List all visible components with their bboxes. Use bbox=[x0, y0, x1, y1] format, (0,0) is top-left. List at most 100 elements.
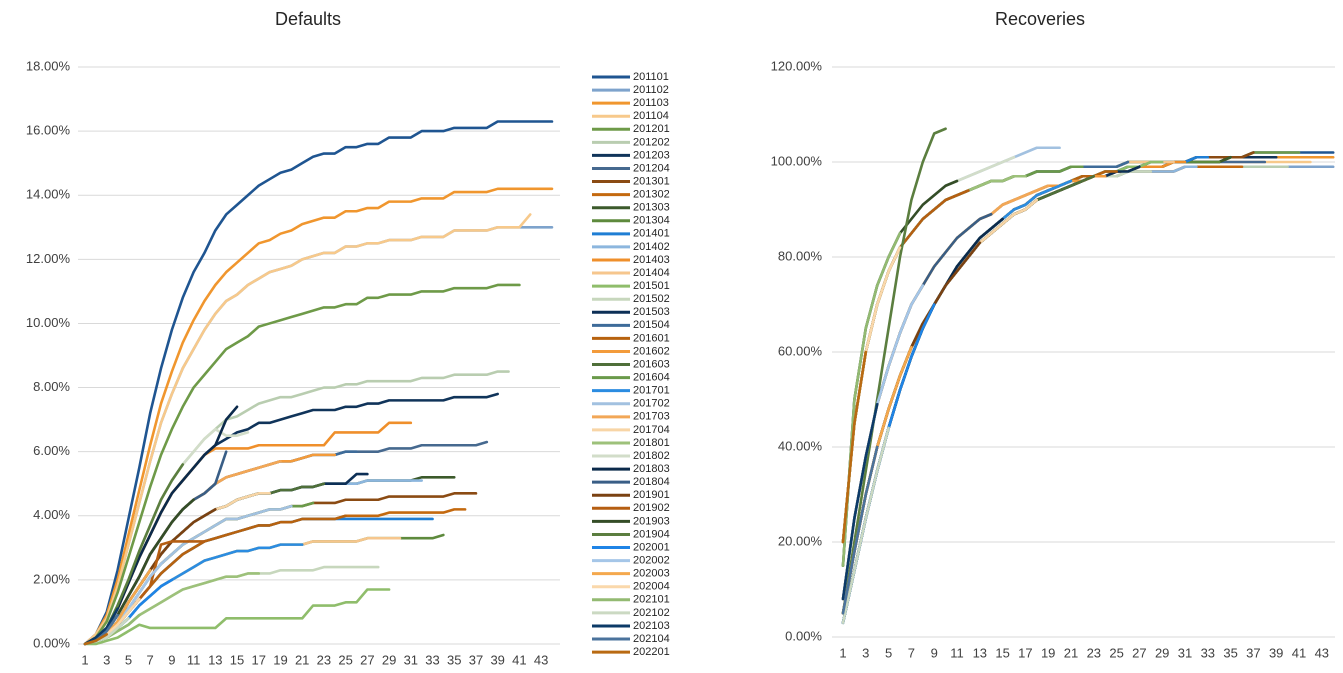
legend-label: 201601 bbox=[633, 332, 670, 344]
series-line bbox=[841, 217, 1004, 625]
legend-label: 201103 bbox=[633, 97, 669, 109]
legend-label: 201102 bbox=[633, 84, 669, 96]
legend-label: 201402 bbox=[633, 241, 670, 253]
y-tick-label: 20.00% bbox=[778, 533, 823, 548]
legend-label: 201903 bbox=[633, 515, 670, 527]
series-line bbox=[841, 231, 902, 568]
y-tick-label: 40.00% bbox=[778, 438, 823, 453]
x-tick-label: 9 bbox=[931, 645, 938, 660]
series-line bbox=[841, 151, 1301, 625]
x-tick-label: 17 bbox=[252, 652, 266, 667]
legend-label: 201904 bbox=[633, 528, 670, 540]
x-tick-label: 3 bbox=[103, 652, 110, 667]
series-line bbox=[83, 633, 109, 646]
series-line bbox=[841, 174, 1027, 544]
x-tick-label: 43 bbox=[1315, 645, 1329, 660]
legend-label: 201303 bbox=[633, 202, 670, 214]
legend-label: 202003 bbox=[633, 568, 670, 580]
legend-label: 201301 bbox=[633, 175, 670, 187]
y-tick-label: 8.00% bbox=[33, 379, 70, 394]
x-tick-label: 33 bbox=[1201, 645, 1215, 660]
legend-label: 201902 bbox=[633, 502, 670, 514]
series-line bbox=[841, 198, 1039, 615]
legend-label: 202001 bbox=[633, 541, 670, 553]
x-tick-label: 5 bbox=[125, 652, 132, 667]
x-tick-label: 17 bbox=[1018, 645, 1032, 660]
series-line bbox=[841, 402, 879, 601]
legend-label: 201804 bbox=[633, 476, 670, 488]
legend-label: 201802 bbox=[633, 450, 670, 462]
legend-label: 201503 bbox=[633, 306, 670, 318]
x-tick-label: 15 bbox=[995, 645, 1009, 660]
legend-label: 201801 bbox=[633, 437, 670, 449]
legend-label: 201401 bbox=[633, 228, 670, 240]
y-tick-label: 16.00% bbox=[26, 123, 71, 138]
series-line bbox=[841, 445, 879, 615]
x-tick-label: 31 bbox=[404, 652, 418, 667]
x-tick-label: 41 bbox=[512, 652, 526, 667]
series-line bbox=[83, 588, 391, 646]
series-line bbox=[83, 508, 467, 646]
series-line bbox=[841, 165, 1335, 601]
y-tick-label: 14.00% bbox=[26, 187, 71, 202]
series-line bbox=[83, 283, 521, 646]
y-tick-label: 2.00% bbox=[33, 571, 70, 586]
x-tick-label: 7 bbox=[147, 652, 154, 667]
series-line bbox=[841, 151, 1335, 625]
x-tick-label: 27 bbox=[1132, 645, 1146, 660]
y-tick-label: 0.00% bbox=[785, 628, 822, 643]
x-tick-label: 1 bbox=[81, 652, 88, 667]
x-tick-label: 31 bbox=[1178, 645, 1192, 660]
x-tick-label: 41 bbox=[1292, 645, 1306, 660]
x-tick-label: 23 bbox=[1087, 645, 1101, 660]
series-line bbox=[841, 165, 1289, 601]
legend-label: 201101 bbox=[633, 71, 669, 83]
x-tick-label: 11 bbox=[950, 645, 964, 660]
x-tick-label: 37 bbox=[469, 652, 483, 667]
legend-label: 201203 bbox=[633, 149, 670, 161]
y-tick-label: 80.00% bbox=[778, 248, 823, 263]
legend-label: 201204 bbox=[633, 162, 670, 174]
legend-label: 201603 bbox=[633, 358, 670, 370]
y-tick-label: 60.00% bbox=[778, 343, 823, 358]
y-tick-label: 0.00% bbox=[33, 635, 70, 650]
x-tick-label: 25 bbox=[338, 652, 352, 667]
series-line bbox=[83, 213, 532, 646]
series-line bbox=[841, 212, 993, 601]
x-tick-label: 29 bbox=[382, 652, 396, 667]
x-tick-label: 25 bbox=[1109, 645, 1123, 660]
series-line bbox=[841, 127, 947, 615]
x-tick-label: 1 bbox=[839, 645, 846, 660]
x-tick-label: 37 bbox=[1246, 645, 1260, 660]
legend-label: 201704 bbox=[633, 424, 670, 436]
legend-label: 201504 bbox=[633, 319, 670, 331]
y-tick-label: 10.00% bbox=[26, 315, 71, 330]
series-line bbox=[841, 165, 1084, 544]
legend-label: 202201 bbox=[633, 646, 670, 658]
legend-label: 201901 bbox=[633, 489, 670, 501]
series-line bbox=[841, 241, 982, 615]
legend-label: 202102 bbox=[633, 607, 670, 619]
series-line bbox=[841, 184, 1050, 601]
legend-label: 201703 bbox=[633, 411, 670, 423]
series-line bbox=[83, 607, 119, 646]
x-tick-label: 19 bbox=[1041, 645, 1055, 660]
x-tick-label: 35 bbox=[1223, 645, 1237, 660]
x-tick-label: 21 bbox=[295, 652, 309, 667]
series-line bbox=[841, 151, 1255, 625]
series-line bbox=[841, 160, 1164, 625]
chart-title: Defaults bbox=[275, 9, 341, 29]
legend-label: 201201 bbox=[633, 123, 670, 135]
x-tick-label: 7 bbox=[908, 645, 915, 660]
y-tick-label: 6.00% bbox=[33, 443, 70, 458]
legend-label: 201304 bbox=[633, 215, 670, 227]
series-line bbox=[841, 155, 1278, 615]
legend-label: 201701 bbox=[633, 385, 670, 397]
x-tick-label: 29 bbox=[1155, 645, 1169, 660]
y-tick-label: 4.00% bbox=[33, 507, 70, 522]
x-tick-label: 13 bbox=[208, 652, 222, 667]
x-tick-label: 27 bbox=[360, 652, 374, 667]
legend-label: 202002 bbox=[633, 554, 670, 566]
legend-label: 201702 bbox=[633, 398, 670, 410]
